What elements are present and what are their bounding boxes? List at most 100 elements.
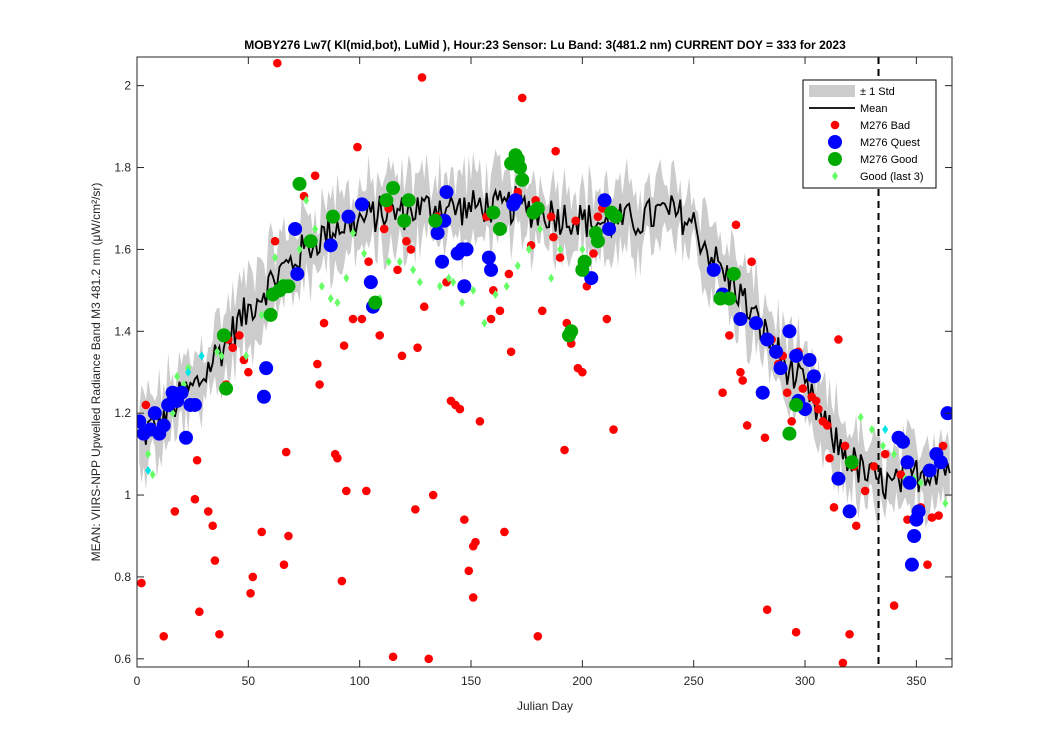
bad-point [190, 494, 200, 504]
bad-point [333, 453, 342, 463]
axes-box [136, 56, 953, 668]
bad-point [762, 605, 772, 614]
bad-point [375, 331, 385, 340]
bad-point [738, 376, 747, 385]
quest-point [602, 221, 617, 236]
bad-point [725, 331, 734, 340]
quest-point [831, 471, 846, 486]
bad-point [248, 572, 258, 582]
good-last3-point [312, 224, 319, 234]
quest-point [354, 197, 369, 212]
std-band [139, 148, 950, 528]
quest-point [323, 238, 338, 253]
bad-point [364, 257, 373, 266]
quest-point [900, 455, 915, 470]
quest-point [187, 397, 202, 412]
bad-point [760, 433, 770, 443]
bad-point [880, 449, 890, 459]
good-point [486, 205, 501, 220]
quest-point [259, 361, 274, 376]
quest-point [597, 193, 612, 208]
y-tick-label: 1.8 [114, 161, 131, 175]
y-tick-label: 1.2 [114, 406, 131, 420]
bad-point [927, 513, 937, 522]
good-last3-point [272, 253, 279, 263]
good-point [608, 209, 623, 224]
bad-point [869, 462, 879, 471]
bad-point [397, 351, 407, 361]
bad-point [210, 556, 220, 565]
bad-point [791, 627, 801, 637]
good-last3-point [537, 224, 544, 234]
bad-point [593, 212, 603, 221]
bad-point [840, 441, 850, 451]
quest-point [137, 414, 147, 429]
bad-point [337, 576, 347, 586]
bad-point [353, 142, 362, 152]
plot-area [137, 57, 952, 667]
bad-point [825, 453, 834, 463]
good-point [263, 307, 278, 322]
bad-point [192, 455, 202, 465]
good-last3-cyan-point [185, 367, 192, 377]
x-tick-label: 250 [684, 674, 704, 688]
bad-point [195, 607, 204, 617]
quest-point [904, 557, 919, 572]
bad-point [203, 507, 213, 516]
bad-point [170, 507, 180, 516]
bad-point [460, 515, 469, 524]
bad-point [829, 503, 839, 512]
quest-point [256, 389, 271, 404]
bad-point [379, 224, 389, 234]
good-last3-point [385, 257, 392, 267]
good-point [530, 201, 545, 216]
good-last3-point [349, 228, 356, 238]
bad-point [313, 359, 322, 369]
quest-point [430, 226, 445, 241]
bad-point [362, 486, 371, 496]
bad-point [571, 216, 580, 226]
good-last3-point [548, 273, 555, 283]
quest-point [769, 344, 784, 359]
quest-point [439, 185, 454, 200]
bad-point [537, 306, 547, 316]
y-tick-label: 1.6 [114, 242, 131, 256]
legend-swatch-good [828, 152, 842, 166]
good-last3-point [868, 425, 875, 435]
good-last3-point [579, 244, 586, 254]
quest-point [484, 262, 499, 277]
good-last3-point [361, 249, 368, 259]
bad-point [393, 265, 402, 275]
bad-point [388, 652, 398, 662]
quest-point [782, 324, 797, 339]
bad-point [589, 249, 598, 258]
bad-point [500, 527, 509, 537]
good-point [564, 324, 579, 339]
x-tick-label: 350 [906, 674, 926, 688]
x-tick-label: 0 [134, 674, 141, 688]
quest-point [749, 316, 764, 331]
bad-point [281, 447, 291, 457]
good-last3-point [296, 244, 303, 254]
quest-point [755, 385, 770, 400]
bad-point [228, 343, 238, 352]
quest-point [733, 312, 748, 327]
quest-point [435, 254, 450, 269]
bad-point [417, 73, 427, 82]
x-axis-label: Julian Day [517, 699, 573, 713]
good-point [216, 328, 231, 343]
good-point [303, 234, 318, 249]
good-point [397, 213, 412, 228]
good-last3-point [258, 310, 265, 320]
bad-point [731, 220, 741, 230]
quest-point [481, 250, 496, 265]
bad-point [782, 388, 792, 398]
legend: ± 1 Std Mean M276 Bad M276 Quest M276 Good Go… [802, 79, 937, 189]
bad-point [319, 318, 329, 328]
good-last3-point [942, 498, 949, 508]
quest-point [459, 242, 474, 257]
y-tick-label: 0.8 [114, 570, 131, 584]
bad-point [549, 232, 558, 242]
bad-point [475, 417, 485, 426]
